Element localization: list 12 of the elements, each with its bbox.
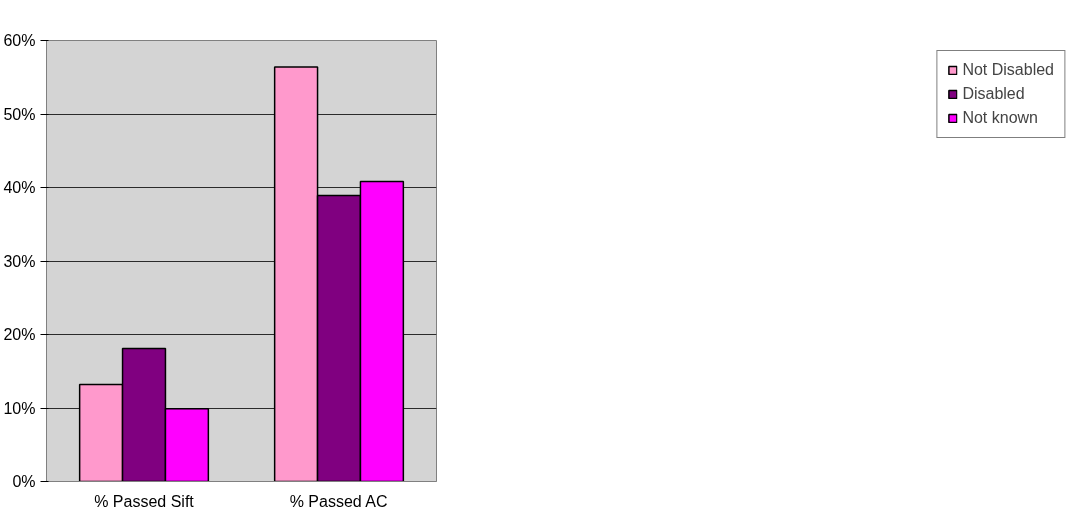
y-tick-label: 50% (3, 105, 36, 123)
y-tick-label: 40% (3, 179, 36, 196)
y-tick-label: 10% (3, 399, 36, 417)
y-tick-label: 30% (3, 252, 36, 270)
x-tick-label: % Passed AC (289, 492, 388, 510)
legend-label: Not Disabled (962, 61, 1054, 79)
y-tick-label: 0% (12, 473, 36, 490)
x-tick-label: % Passed Sift (94, 492, 195, 510)
legend-label: Not known (962, 109, 1038, 127)
y-tick-label: 20% (3, 326, 36, 343)
legend-label: Disabled (962, 85, 1025, 103)
y-tick-label: 60% (3, 32, 36, 49)
